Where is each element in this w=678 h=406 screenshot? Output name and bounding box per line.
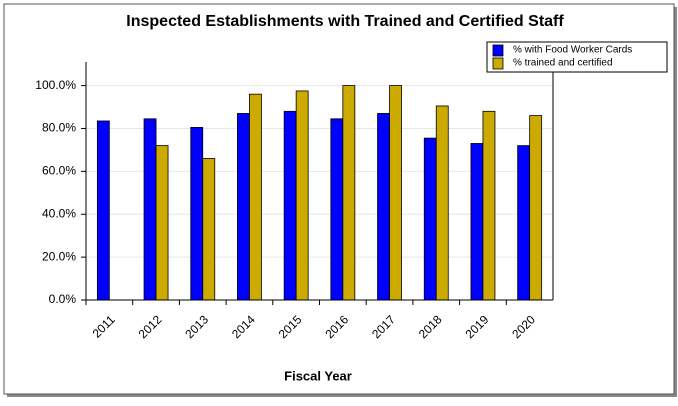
chart-title: Inspected Establishments with Trained an… bbox=[126, 13, 564, 30]
bar bbox=[389, 85, 402, 301]
bar bbox=[143, 118, 157, 301]
bar bbox=[237, 113, 250, 301]
bar bbox=[202, 158, 216, 301]
bar bbox=[423, 137, 437, 301]
legend-label: % trained and certified bbox=[513, 58, 613, 69]
bar bbox=[470, 143, 484, 301]
bar bbox=[249, 93, 262, 301]
bar bbox=[482, 110, 496, 301]
bar bbox=[342, 85, 356, 301]
legend-swatch bbox=[492, 57, 504, 70]
bar bbox=[96, 120, 110, 301]
y-tick-label: 100.0% bbox=[35, 78, 76, 92]
bar bbox=[283, 110, 297, 301]
legend-box bbox=[486, 41, 668, 73]
bar bbox=[529, 115, 543, 301]
y-tick-label: 80.0% bbox=[42, 121, 76, 135]
bar bbox=[190, 126, 204, 301]
x-axis-label: Fiscal Year bbox=[284, 368, 352, 383]
y-tick-label: 40.0% bbox=[42, 206, 76, 220]
bar bbox=[377, 113, 390, 301]
legend-swatch bbox=[492, 44, 504, 57]
y-tick-label: 0.0% bbox=[49, 292, 77, 306]
bar bbox=[517, 145, 531, 301]
bar bbox=[295, 90, 309, 301]
bar bbox=[435, 105, 449, 301]
y-tick-label: 20.0% bbox=[42, 249, 76, 263]
y-tick-label: 60.0% bbox=[42, 164, 76, 178]
bar bbox=[155, 145, 169, 301]
bar bbox=[330, 118, 344, 301]
legend-label: % with Food Worker Cards bbox=[513, 45, 632, 56]
